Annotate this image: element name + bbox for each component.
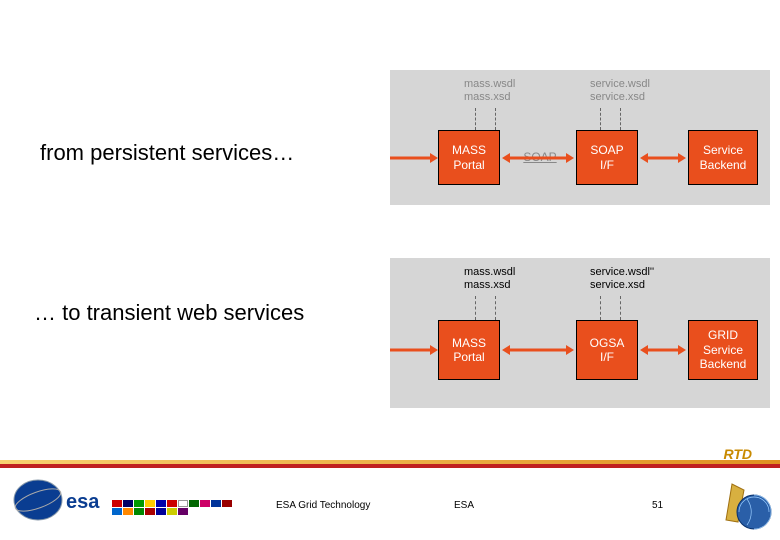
box-service-backend: ServiceBackend (688, 130, 758, 185)
arrow-bi-4 (640, 344, 686, 356)
footer-center: ESA (454, 500, 474, 511)
globe-icon (714, 472, 774, 537)
arrow-bi-2 (640, 152, 686, 164)
box-soap-if: SOAPI/F (576, 130, 638, 185)
file-left-label-2: mass.wsdlmass.xsd (464, 266, 515, 291)
esa-logo: esa (10, 478, 110, 527)
arrow-in (390, 152, 438, 164)
diagram-transient: mass.wsdlmass.xsd service.wsdl''service.… (390, 258, 770, 408)
rtd-logo: RTD (723, 446, 752, 462)
title-transient: … to transient web services (34, 300, 304, 326)
footer-bar-bottom (0, 464, 780, 468)
flags-strip (112, 500, 232, 515)
file-right-label: service.wsdlservice.xsd (590, 78, 650, 103)
box-mass-portal: MASSPortal (438, 130, 500, 185)
box-ogsa-if: OGSAI/F (576, 320, 638, 380)
title-persistent: from persistent services… (40, 140, 294, 166)
box-grid-backend: GRIDServiceBackend (688, 320, 758, 380)
diagram-persistent: mass.wsdlmass.xsd service.wsdlservice.xs… (390, 70, 770, 205)
footer-page: 51 (652, 500, 663, 511)
arrow-in-2 (390, 344, 438, 356)
box-mass-portal-2: MASSPortal (438, 320, 500, 380)
file-right-label-2: service.wsdl''service.xsd (590, 266, 654, 291)
svg-text:esa: esa (66, 491, 100, 513)
arrow-bi-1 (502, 152, 574, 164)
file-left-label: mass.wsdlmass.xsd (464, 78, 515, 103)
arrow-bi-3 (502, 344, 574, 356)
footer-left: ESA Grid Technology (276, 500, 370, 511)
